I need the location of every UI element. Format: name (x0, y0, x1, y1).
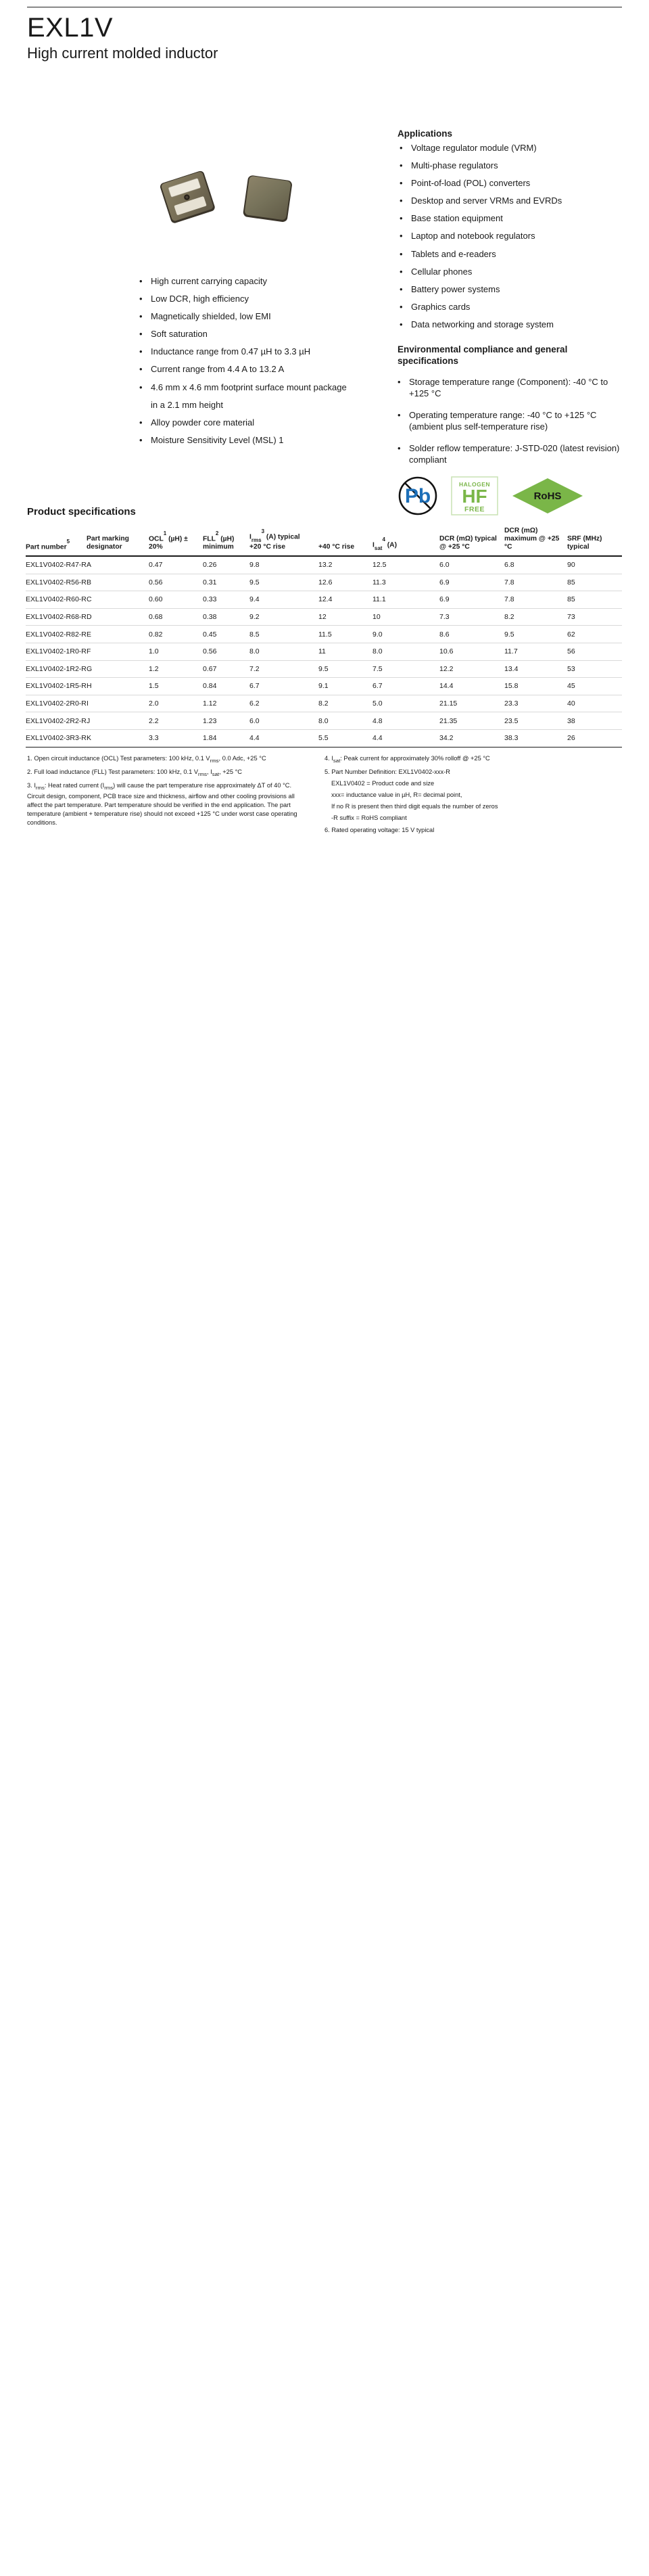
svg-text:RoHS: RoHS (534, 490, 562, 502)
svg-text:Pb: Pb (405, 485, 431, 507)
svg-text:FREE: FREE (464, 505, 485, 513)
svg-text:HF: HF (462, 486, 487, 507)
